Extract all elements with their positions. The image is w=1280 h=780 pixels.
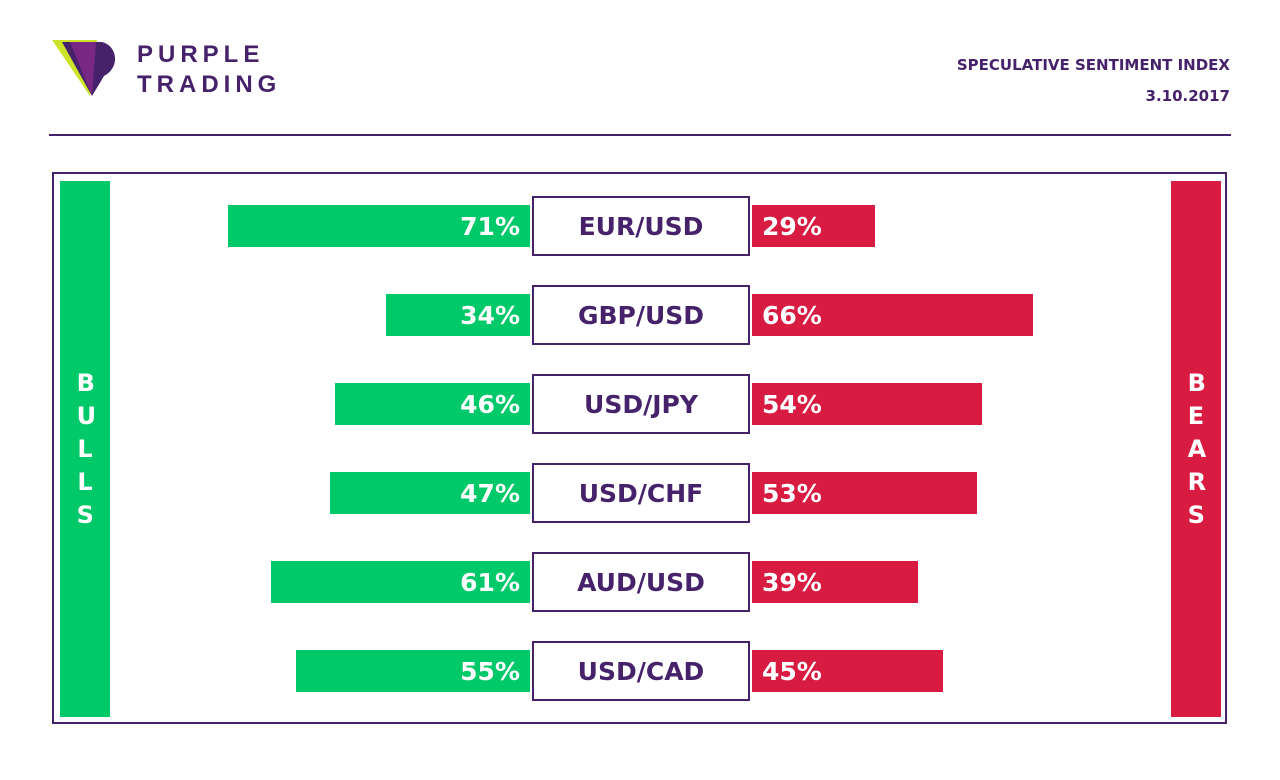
- currency-pair-label: AUD/USD: [532, 552, 750, 612]
- bull-value-label: 47%: [460, 478, 520, 508]
- bears-label: BEARS: [1187, 368, 1207, 529]
- bear-bar: 54%: [752, 383, 982, 425]
- bear-value-label: 45%: [762, 656, 822, 686]
- bear-bar: 39%: [752, 561, 918, 603]
- bear-bar: 29%: [752, 205, 876, 247]
- currency-pair-label: USD/CAD: [532, 641, 750, 701]
- report-title: SPECULATIVE SENTIMENT INDEX: [956, 56, 1230, 74]
- bull-bar: 71%: [228, 205, 530, 247]
- purple-trading-logo-icon: [52, 40, 116, 96]
- bulls-side-label: BULLS: [60, 181, 110, 717]
- currency-pair-label: EUR/USD: [532, 196, 750, 256]
- header-divider: [49, 134, 1231, 136]
- currency-pair-label: USD/JPY: [532, 374, 750, 434]
- report-date: 3.10.2017: [1145, 87, 1230, 105]
- bulls-label: BULLS: [76, 368, 97, 529]
- bear-value-label: 53%: [762, 478, 822, 508]
- sentiment-row: 61% 39% AUD/USD: [0, 552, 1280, 612]
- bull-bar: 55%: [296, 650, 530, 692]
- bull-bar: 47%: [330, 472, 530, 514]
- bear-value-label: 66%: [762, 300, 822, 330]
- currency-pair-label: USD/CHF: [532, 463, 750, 523]
- bear-bar: 66%: [752, 294, 1033, 336]
- sentiment-row: 34% 66% GBP/USD: [0, 285, 1280, 345]
- currency-pair-label: GBP/USD: [532, 285, 750, 345]
- chart-frame: [52, 172, 1227, 724]
- sentiment-row: 46% 54% USD/JPY: [0, 374, 1280, 434]
- brand-line-2: TRADING: [137, 71, 282, 98]
- bull-value-label: 55%: [460, 656, 520, 686]
- bull-value-label: 34%: [460, 300, 520, 330]
- sentiment-row: 55% 45% USD/CAD: [0, 641, 1280, 701]
- brand-line-1: PURPLE: [137, 41, 265, 68]
- bear-value-label: 29%: [762, 211, 822, 241]
- bear-bar: 53%: [752, 472, 978, 514]
- bears-side-label: BEARS: [1171, 181, 1221, 717]
- bull-bar: 34%: [385, 294, 530, 336]
- bull-value-label: 61%: [460, 567, 520, 597]
- bear-value-label: 39%: [762, 567, 822, 597]
- report-header: SPECULATIVE SENTIMENT INDEX 3.10.2017: [957, 56, 1230, 105]
- bear-bar: 45%: [752, 650, 944, 692]
- bull-bar: 61%: [270, 561, 530, 603]
- brand-wordmark: PURPLE TRADING: [137, 40, 281, 100]
- bull-value-label: 71%: [460, 211, 520, 241]
- bear-value-label: 54%: [762, 389, 822, 419]
- bull-bar: 46%: [334, 383, 530, 425]
- bull-value-label: 46%: [460, 389, 520, 419]
- sentiment-row: 47% 53% USD/CHF: [0, 463, 1280, 523]
- sentiment-row: 71% 29% EUR/USD: [0, 196, 1280, 256]
